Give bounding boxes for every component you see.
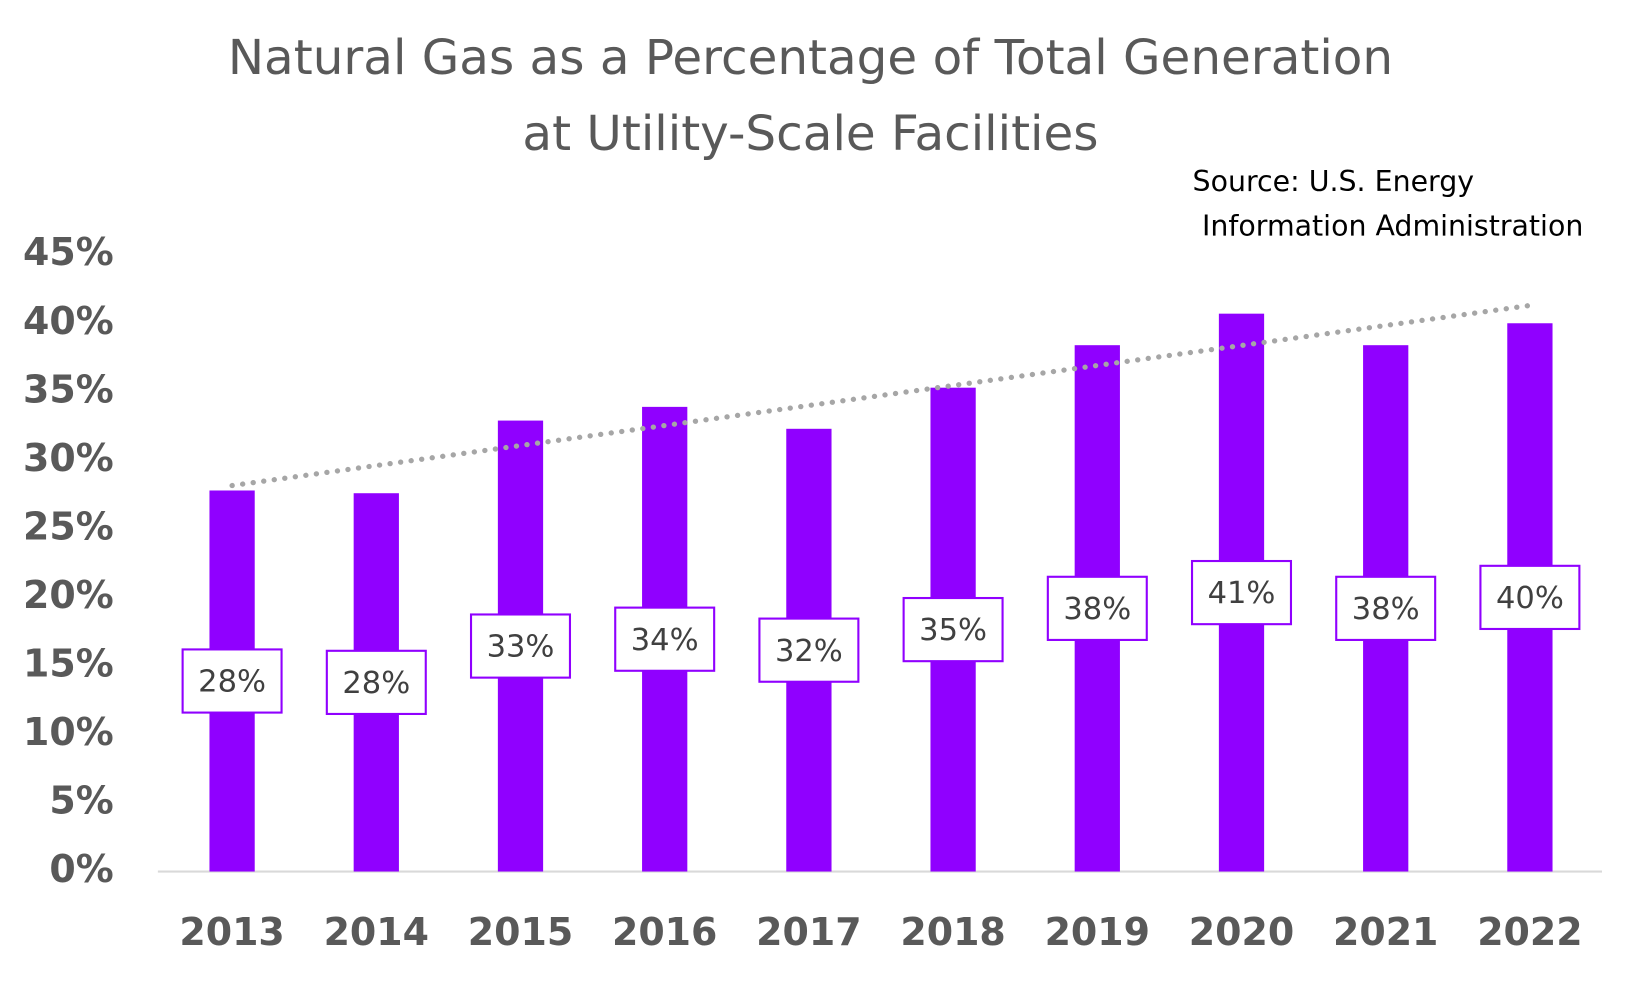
y-tick-label: 30%	[23, 436, 114, 480]
x-tick-label: 2021	[1333, 910, 1438, 954]
chart-title: at Utility-Scale Facilities	[522, 106, 1098, 162]
value-label-box	[902, 596, 1004, 663]
value-label-box	[1479, 564, 1581, 631]
value-label-box	[469, 613, 572, 679]
x-tick-label: 2020	[1189, 910, 1294, 954]
chart-title: Natural Gas as a Percentage of Total Gen…	[228, 30, 1393, 86]
trendline	[229, 302, 1533, 489]
x-tick-label: 2018	[900, 910, 1005, 954]
value-label: 33%	[487, 630, 555, 665]
value-label: 40%	[1496, 581, 1564, 616]
source-note: Information Administration	[1202, 209, 1583, 242]
y-tick-label: 5%	[49, 778, 113, 822]
value-label: 28%	[342, 666, 410, 701]
value-label: 35%	[919, 613, 987, 648]
value-label-box	[181, 648, 283, 714]
value-label: 28%	[198, 665, 266, 700]
source-note: Source: U.S. Energy	[1193, 165, 1475, 198]
value-label: 41%	[1208, 576, 1276, 611]
value-label-box	[325, 649, 427, 716]
value-label: 32%	[775, 634, 843, 669]
y-tick-label: 35%	[23, 367, 114, 411]
y-tick-label: 40%	[23, 299, 114, 343]
x-tick-label: 2019	[1045, 910, 1150, 954]
y-tick-label: 45%	[23, 230, 114, 274]
y-tick-label: 10%	[23, 710, 114, 754]
value-label-box	[1046, 575, 1148, 641]
y-tick-label: 0%	[49, 847, 113, 891]
value-label-box	[758, 617, 860, 683]
value-label: 38%	[1063, 592, 1131, 627]
x-tick-label: 2015	[468, 910, 573, 954]
x-tick-label: 2016	[612, 910, 717, 954]
value-label-box	[1335, 575, 1437, 641]
y-tick-label: 25%	[23, 504, 114, 548]
value-label: 38%	[1352, 592, 1420, 627]
x-tick-label: 2022	[1477, 910, 1582, 954]
value-label-box	[1190, 559, 1293, 626]
x-tick-label: 2017	[756, 910, 861, 954]
value-label-box	[614, 606, 716, 672]
x-tick-label: 2014	[324, 910, 429, 954]
value-label: 34%	[631, 623, 699, 658]
x-tick-label: 2013	[179, 910, 284, 954]
y-tick-label: 20%	[23, 573, 114, 617]
y-tick-label: 15%	[23, 641, 114, 685]
